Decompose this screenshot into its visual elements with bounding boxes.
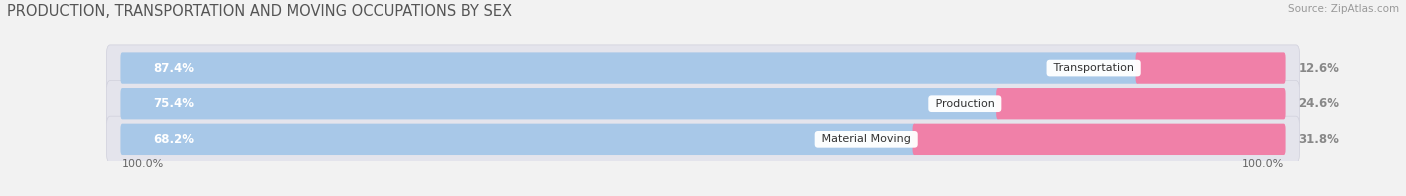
FancyBboxPatch shape xyxy=(912,124,1285,155)
Text: Transportation: Transportation xyxy=(1050,63,1137,73)
FancyBboxPatch shape xyxy=(121,88,1000,119)
FancyBboxPatch shape xyxy=(1136,52,1285,84)
Text: 12.6%: 12.6% xyxy=(1298,62,1340,74)
FancyBboxPatch shape xyxy=(107,81,1299,127)
Text: 75.4%: 75.4% xyxy=(153,97,194,110)
Text: 24.6%: 24.6% xyxy=(1298,97,1340,110)
Text: 100.0%: 100.0% xyxy=(1241,159,1284,169)
Text: 87.4%: 87.4% xyxy=(153,62,194,74)
Text: Material Moving: Material Moving xyxy=(818,134,914,144)
Text: Production: Production xyxy=(932,99,998,109)
Text: Source: ZipAtlas.com: Source: ZipAtlas.com xyxy=(1288,4,1399,14)
FancyBboxPatch shape xyxy=(107,116,1299,162)
FancyBboxPatch shape xyxy=(997,88,1285,119)
FancyBboxPatch shape xyxy=(121,124,917,155)
Text: 100.0%: 100.0% xyxy=(122,159,165,169)
FancyBboxPatch shape xyxy=(121,52,1139,84)
Text: PRODUCTION, TRANSPORTATION AND MOVING OCCUPATIONS BY SEX: PRODUCTION, TRANSPORTATION AND MOVING OC… xyxy=(7,4,512,19)
Text: 31.8%: 31.8% xyxy=(1298,133,1340,146)
FancyBboxPatch shape xyxy=(107,45,1299,91)
Text: 68.2%: 68.2% xyxy=(153,133,194,146)
